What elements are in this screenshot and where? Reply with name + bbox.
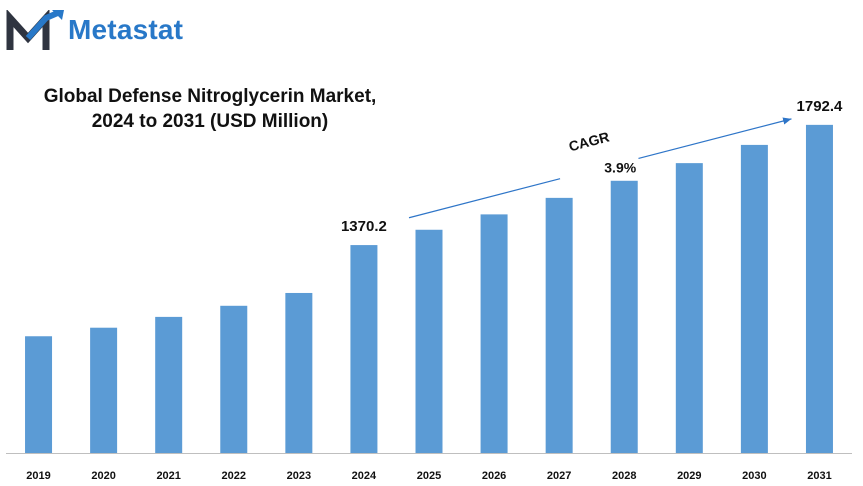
x-tick-label-2022: 2022 — [222, 470, 246, 482]
x-tick-label-2030: 2030 — [742, 470, 766, 482]
bar-2027 — [545, 197, 573, 453]
x-tick-label-2026: 2026 — [482, 470, 506, 482]
x-tick-label-2029: 2029 — [677, 470, 701, 482]
bar-2028 — [610, 180, 638, 453]
x-tick-label-2019: 2019 — [26, 470, 50, 482]
cagr-arrow-line-end — [638, 117, 792, 160]
x-tick-label-2028: 2028 — [612, 470, 636, 482]
cagr-arrow-line-start — [408, 178, 561, 219]
x-tick-label-2027: 2027 — [547, 470, 571, 482]
x-tick-label-2024: 2024 — [352, 470, 377, 482]
x-tick-label-2025: 2025 — [417, 470, 441, 482]
chart-title-line-2: 2024 to 2031 (USD Million) — [91, 111, 329, 132]
bar-2021 — [155, 316, 183, 453]
x-tick-label-2031: 2031 — [807, 470, 831, 482]
brand-logo: Metastat — [6, 10, 226, 54]
bar-2023 — [285, 292, 313, 453]
bar-2029 — [675, 163, 703, 453]
metastat-m-logo-icon — [6, 10, 64, 50]
bar-2022 — [220, 305, 248, 453]
chart-title-line-1: Global Defense Nitroglycerin Market, — [43, 86, 377, 107]
x-tick-label-2023: 2023 — [287, 470, 311, 482]
data-label-2024: 1370.2 — [341, 218, 387, 235]
bar-2024 — [350, 245, 378, 453]
bar-2025 — [415, 229, 443, 453]
cagr-label: CAGR — [567, 129, 611, 155]
bar-2030 — [740, 144, 768, 453]
data-label-2031: 1792.4 — [797, 98, 844, 115]
bar-2031 — [805, 124, 833, 454]
brand-name: Metastat — [68, 14, 184, 45]
bar-2026 — [480, 214, 508, 453]
x-tick-label-2020: 2020 — [91, 470, 115, 482]
cagr-value: 3.9% — [604, 159, 636, 175]
bar-2019 — [25, 336, 53, 453]
x-tick-label-2021: 2021 — [156, 470, 180, 482]
bar-2020 — [90, 327, 118, 453]
chart-title: Global Defense Nitroglycerin Market, 202… — [20, 84, 400, 134]
